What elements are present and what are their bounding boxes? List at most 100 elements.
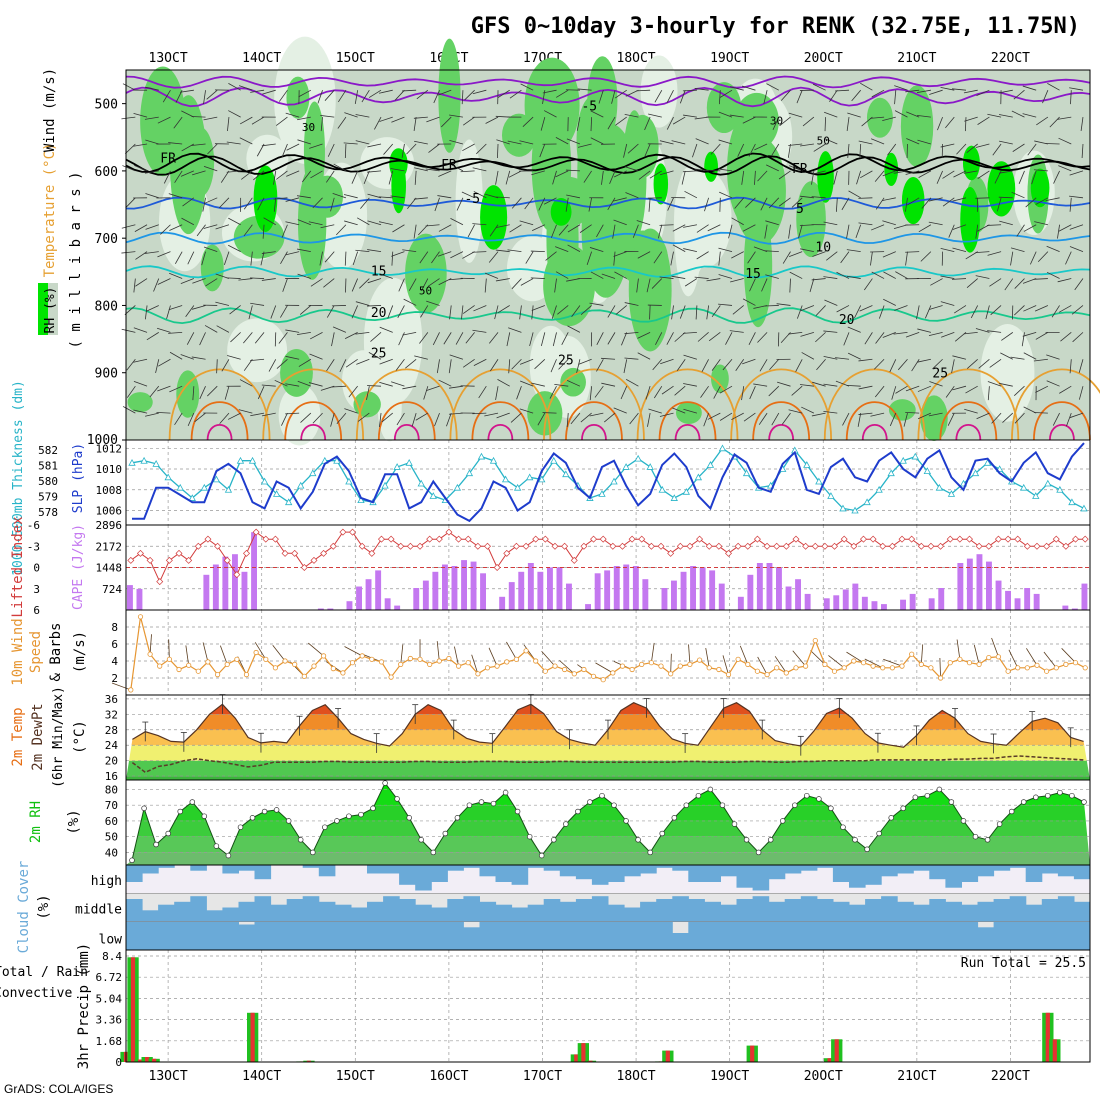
wind-barb bbox=[1049, 116, 1060, 128]
wind-barb bbox=[859, 305, 873, 312]
wind-speed-point bbox=[1034, 662, 1040, 668]
wind-barb bbox=[227, 412, 241, 420]
wind-barb bbox=[911, 359, 920, 372]
wind-barb bbox=[333, 163, 347, 172]
wind-barb bbox=[648, 113, 662, 118]
wind-barb bbox=[355, 331, 370, 335]
lifted-index-point bbox=[898, 535, 906, 543]
cape-bar bbox=[642, 579, 649, 610]
wind-barb bbox=[987, 251, 1002, 256]
wind-barb bbox=[847, 352, 861, 360]
wind-barb bbox=[308, 642, 324, 657]
cape-bar bbox=[413, 588, 420, 610]
wind-barb bbox=[952, 197, 967, 202]
rh-dry-patch bbox=[980, 324, 1035, 422]
isotherm-label: 25 bbox=[932, 367, 948, 382]
thickness-point bbox=[718, 444, 727, 452]
wind-barb bbox=[765, 274, 779, 279]
wind-barb bbox=[966, 143, 978, 153]
cloud-low-bar bbox=[126, 921, 143, 950]
wind-barb bbox=[937, 116, 943, 131]
wind-barb bbox=[495, 170, 499, 185]
cloud-level-label: middle bbox=[75, 902, 122, 917]
rh-point bbox=[707, 786, 714, 793]
lifted-index-point bbox=[782, 542, 790, 550]
wind-barb bbox=[411, 412, 417, 427]
wind-barb bbox=[694, 88, 709, 91]
cloud-level-label: high bbox=[91, 874, 122, 889]
wind-barb bbox=[472, 223, 487, 226]
wind-barb bbox=[742, 298, 756, 306]
wind-speed-point bbox=[745, 661, 751, 668]
wind-barb bbox=[1002, 412, 1014, 423]
rh-moist-patch bbox=[127, 392, 153, 413]
wind-barb bbox=[996, 197, 1002, 212]
wind-barb bbox=[1022, 331, 1037, 337]
wind-barb bbox=[823, 221, 838, 226]
cloud-middle-bar bbox=[383, 896, 400, 922]
wind-barb bbox=[415, 412, 429, 421]
wind-barb bbox=[250, 358, 265, 362]
wind-barb bbox=[1033, 412, 1048, 414]
wind-barb bbox=[332, 326, 347, 333]
wind-barb bbox=[505, 170, 511, 185]
wind-barb bbox=[835, 197, 838, 212]
cloud-low-bar bbox=[286, 921, 304, 950]
precip-convective-bar bbox=[574, 1054, 579, 1062]
wind-barb bbox=[683, 224, 697, 228]
cloud-high-bar bbox=[897, 865, 914, 874]
wind-barb bbox=[742, 358, 756, 365]
lifted-index-point bbox=[281, 549, 289, 557]
wind-barb bbox=[846, 651, 864, 664]
wind-barb bbox=[870, 251, 873, 266]
wind-barb bbox=[331, 385, 346, 388]
wind-barb bbox=[765, 220, 779, 226]
wind-barb bbox=[250, 302, 265, 306]
wind-barb bbox=[145, 305, 159, 312]
wind-speed-point bbox=[909, 651, 915, 657]
cloud-high-bar bbox=[495, 865, 513, 882]
wind-barb bbox=[745, 197, 756, 208]
wind-barb bbox=[297, 380, 311, 387]
cape-bar bbox=[604, 570, 611, 610]
wind-barb bbox=[228, 83, 241, 91]
lifted-index-point bbox=[667, 549, 675, 557]
rh-tick-label: 60 bbox=[105, 815, 118, 828]
rh-point bbox=[888, 815, 894, 821]
wind-barb bbox=[203, 116, 218, 121]
surface-isotherm bbox=[262, 368, 365, 441]
wind-barb bbox=[578, 358, 592, 365]
cloud-low-bar bbox=[1073, 921, 1091, 950]
cloud-middle-bar bbox=[350, 907, 368, 922]
wind-barb bbox=[718, 90, 721, 105]
cloud-middle-bar bbox=[190, 896, 207, 922]
wind-barb bbox=[330, 412, 335, 427]
rh-saturated-patch bbox=[1030, 168, 1050, 208]
wind-barb bbox=[330, 197, 335, 212]
wind-barb bbox=[1034, 305, 1049, 312]
cloud-low-bar bbox=[929, 921, 946, 950]
cloud-middle-bar bbox=[431, 907, 448, 922]
lifted-index-point bbox=[522, 542, 530, 550]
rh-point bbox=[695, 792, 702, 799]
wind-speed-point bbox=[668, 671, 674, 677]
cloud-low-bar bbox=[608, 921, 625, 950]
wind-barb bbox=[728, 224, 733, 239]
rh-band bbox=[126, 820, 1090, 837]
wind-barb bbox=[614, 271, 627, 279]
cloud-low-bar bbox=[1009, 921, 1027, 950]
cape-bar bbox=[986, 561, 992, 610]
cape-bar bbox=[966, 558, 973, 610]
isotherm-label: 20 bbox=[839, 313, 855, 328]
wind-speed-point bbox=[504, 659, 510, 665]
wind-barb bbox=[940, 143, 955, 148]
wind-barb bbox=[644, 116, 651, 131]
wind-barb bbox=[788, 409, 803, 414]
thickness-point bbox=[827, 492, 835, 499]
wind-barb bbox=[472, 251, 487, 253]
wind-barb bbox=[917, 328, 931, 333]
isotherm-label: 5 bbox=[796, 202, 804, 217]
wind-barb bbox=[149, 385, 160, 398]
wind-barb bbox=[792, 650, 806, 667]
cloud-level-label: low bbox=[99, 933, 123, 948]
